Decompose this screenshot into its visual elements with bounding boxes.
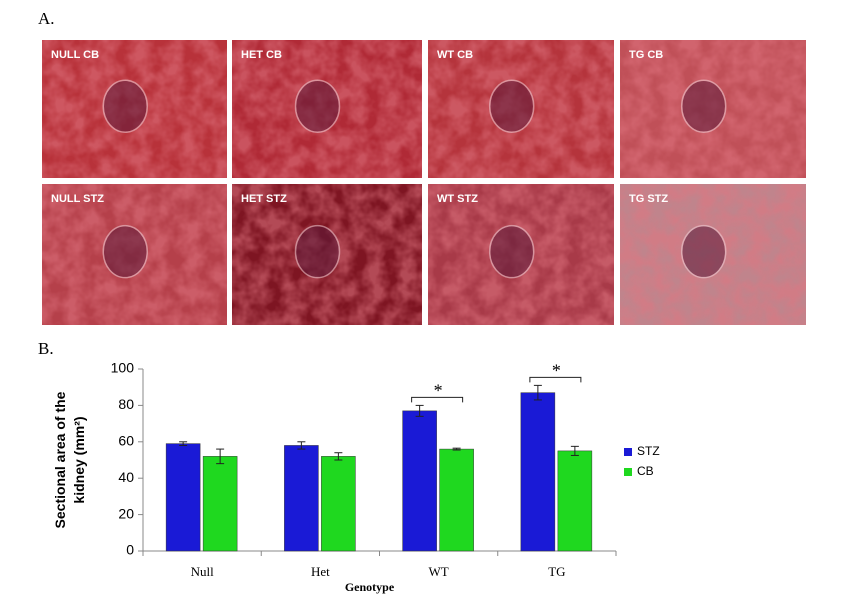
micrograph: NULL STZ [42,184,227,325]
legend-label: CB [637,464,654,478]
micrograph: NULL CB [42,40,227,178]
glomerulus [294,224,341,279]
glomerulus [102,79,148,133]
glomerulus [294,79,341,133]
micrograph: TG STZ [620,184,806,325]
bar [557,450,593,552]
glomerulus [680,79,727,133]
y-tick-label: 0 [126,542,134,558]
micrograph: HET STZ [232,184,422,325]
y-tick-label: 100 [111,360,135,376]
panel-label: A. [38,9,55,28]
micrograph-label: TG CB [629,49,663,61]
significance-marker: * [552,361,561,381]
micrograph-label: WT STZ [437,193,478,205]
error-bar [452,447,461,451]
bar [402,410,437,552]
micrograph: HET CB [232,40,422,178]
significance-marker: * [434,381,443,401]
y-axis-label: Sectional area of the kidney (mm²) [52,391,87,528]
y-axis-label-line: kidney (mm²) [71,416,87,503]
bar [321,456,356,552]
micrograph-label: WT CB [437,49,473,61]
error-bar [533,384,542,401]
y-tick-label: 20 [118,505,134,521]
micrograph: WT CB [428,40,614,178]
y-tick-label: 60 [118,433,134,449]
x-axis-label: Genotype [345,580,395,594]
legend-label: STZ [637,444,660,458]
significance-bracket [529,376,582,383]
micrograph-label: NULL CB [51,49,99,61]
y-axis-label-line: Sectional area of the [52,391,68,528]
error-bar [297,441,306,450]
bar [165,443,201,552]
micrograph-label: HET STZ [241,193,287,205]
bar [284,445,319,552]
error-bar [179,441,188,446]
legend-swatch [624,468,632,476]
bar [202,456,238,552]
bar [520,392,556,552]
legend-swatch [624,448,632,456]
error-bar [570,445,579,456]
x-tick-label: WT [429,564,449,579]
significance-bracket [411,396,464,403]
error-bar [216,448,225,465]
panel-label: B. [38,339,54,358]
bar [439,448,474,552]
glomerulus [488,224,535,279]
y-tick-label: 40 [118,469,134,485]
micrograph-label: HET CB [241,49,282,61]
y-tick-label: 80 [118,396,134,412]
micrograph-label: TG STZ [629,193,668,205]
x-tick-label: Het [311,564,330,579]
glomerulus [102,224,148,279]
glomerulus [680,224,727,279]
error-bar [334,452,343,461]
micrograph-label: NULL STZ [51,193,104,205]
micrograph: WT STZ [428,184,614,325]
micrograph: TG CB [620,40,806,178]
x-tick-label: Null [191,564,215,579]
x-tick-label: TG [548,564,565,579]
error-bar [415,404,424,417]
glomerulus [488,79,535,133]
